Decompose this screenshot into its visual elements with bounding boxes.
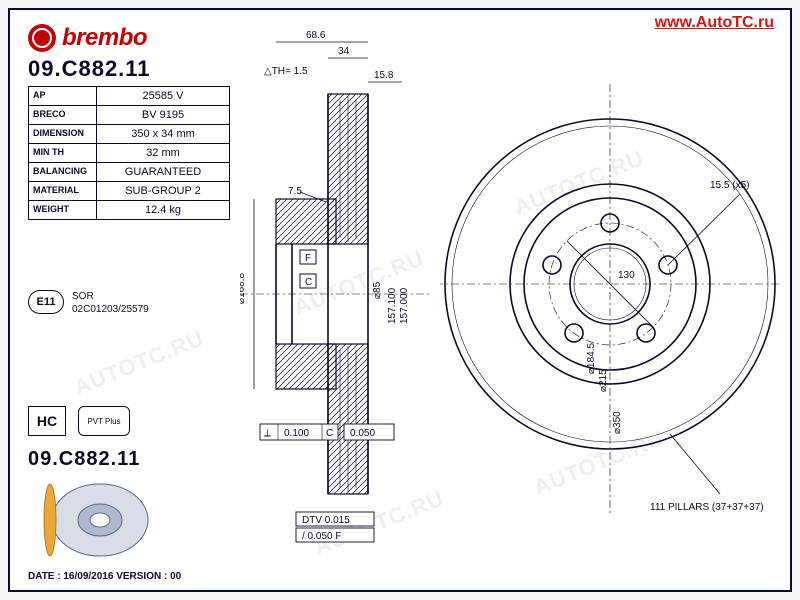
spec-row: MATERIALSUB-GROUP 2: [29, 182, 229, 201]
spec-row: DIMENSION350 x 34 mm: [29, 125, 229, 144]
spec-row: WEIGHT12.4 kg: [29, 201, 229, 219]
gd-flat1-ref: C: [326, 428, 333, 439]
dim-th-tol: TH= 1.5: [272, 66, 308, 77]
date-version: DATE : 16/09/2016 VERSION : 00: [28, 571, 181, 582]
technical-drawing: 68.6 34 △TH= 1.5 15.8: [240, 24, 776, 550]
e11-badge: E11: [28, 290, 64, 314]
svg-text:⟂: ⟂: [264, 428, 271, 439]
dim-top-width: 68.6: [306, 30, 326, 41]
dim-outer-d: ⌀350: [612, 411, 623, 434]
pvt-label: PVT Plus: [87, 417, 120, 426]
dtv: DTV 0.015: [302, 515, 350, 526]
spec-row: BALANCINGGUARANTEED: [29, 163, 229, 182]
spec-value: 25585 V: [97, 87, 229, 105]
dim-chamfer: 7.5: [288, 186, 302, 197]
dim-bore2: 157.000: [399, 287, 410, 324]
spec-label: BRECO: [29, 106, 97, 124]
hc-badge: HC: [28, 406, 66, 436]
dim-hub-od: ⌀184.5: [586, 343, 597, 374]
part-number-bottom: 09.C882.11: [28, 448, 140, 471]
spec-value: 12.4 kg: [97, 201, 229, 219]
spec-label: DIMENSION: [29, 125, 97, 143]
brand-logo: brembo: [28, 24, 147, 52]
brand-name: brembo: [62, 24, 147, 52]
part-number-top: 09.C882.11: [28, 56, 151, 82]
dim-step-d: ⌀215: [598, 369, 609, 392]
dim-hub-d: ⌀168.8: [240, 273, 247, 304]
cert-block: E11 SOR 02C01203/25579: [28, 290, 149, 316]
spec-label: MATERIAL: [29, 182, 97, 200]
pvt-badge: PVT Plus: [78, 406, 130, 436]
pillars-note: 111 PILLARS (37+37+37): [650, 502, 764, 513]
spec-label: MIN TH: [29, 144, 97, 162]
sor-value: 02C01203/25579: [72, 303, 149, 316]
sor-label: SOR: [72, 290, 149, 303]
spec-value: SUB-GROUP 2: [97, 182, 229, 200]
gd-flat1: 0.100: [284, 428, 309, 439]
drawing-sheet: AUTOTC.RU AUTOTC.RU AUTOTC.RU AUTOTC.RU …: [8, 8, 792, 592]
dim-hub-h: ⌀85: [372, 281, 383, 299]
spec-label: WEIGHT: [29, 201, 97, 219]
datum-c: C: [305, 277, 312, 288]
spec-value: 350 x 34 mm: [97, 125, 229, 143]
disc-thumbnail: [28, 480, 158, 560]
gd-flat2: 0.050: [350, 428, 375, 439]
spec-label: BALANCING: [29, 163, 97, 181]
watermark: AUTOTC.RU: [70, 325, 208, 401]
spec-row: AP25585 V: [29, 87, 229, 106]
spec-label: AP: [29, 87, 97, 105]
svg-text:△TH= 1.5: △TH= 1.5: [264, 66, 308, 77]
cross-section-view: 68.6 34 △TH= 1.5 15.8: [240, 24, 430, 544]
spec-value: 32 mm: [97, 144, 229, 162]
datum-f: F: [305, 253, 311, 264]
spec-row: BRECOBV 9195: [29, 106, 229, 125]
face-view: 15.5 (x5) 130 ⌀184.5 ⌀215 ⌀350 111 PILLA…: [440, 44, 780, 544]
spec-table: AP25585 V BRECOBV 9195 DIMENSION350 x 34…: [28, 86, 230, 220]
spec-value: GUARANTEED: [97, 163, 229, 181]
dim-flange: 34: [338, 46, 350, 57]
dim-bolt-hole: 15.5 (x5): [710, 180, 749, 191]
badge-row: HC PVT Plus: [28, 406, 130, 436]
sor-text: SOR 02C01203/25579: [72, 290, 149, 316]
spec-value: BV 9195: [97, 106, 229, 124]
dim-bore1: 157.100: [387, 287, 398, 324]
runout: / 0.050 F: [302, 531, 341, 542]
spec-row: MIN TH32 mm: [29, 144, 229, 163]
dim-pcd: 130: [618, 270, 635, 281]
dim-outer-ext: 15.8: [374, 70, 394, 81]
brand-disc-icon: [28, 24, 56, 52]
